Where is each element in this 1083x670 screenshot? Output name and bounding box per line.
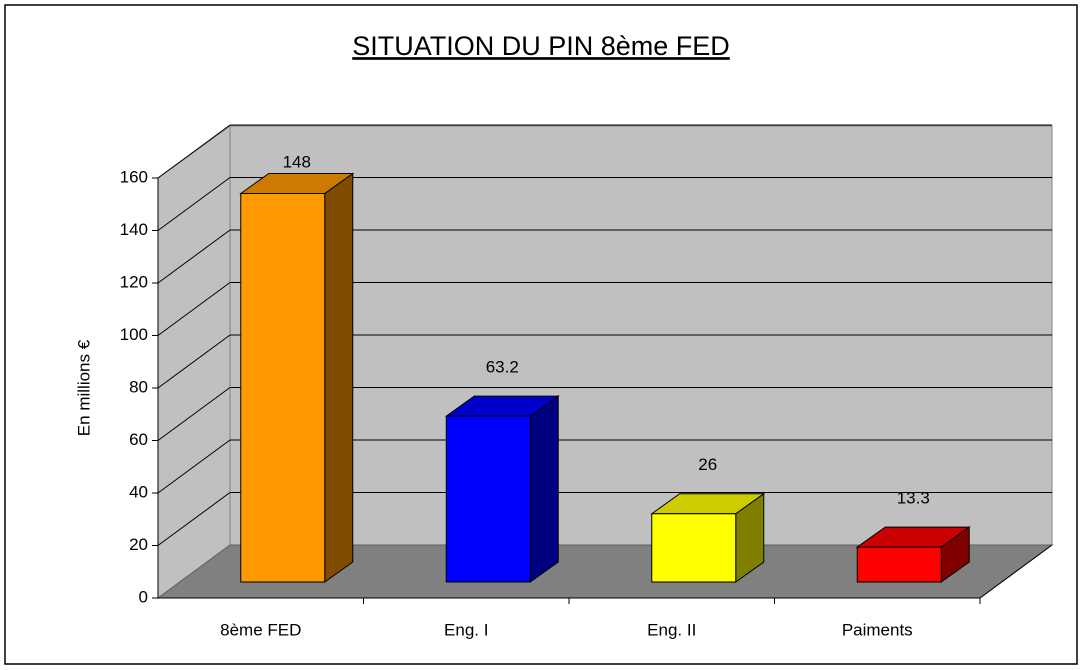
bar <box>651 513 737 583</box>
grid-line <box>157 282 231 336</box>
y-tick-label: 20 <box>129 535 148 554</box>
bar-side <box>529 395 559 583</box>
bar-side <box>324 172 354 583</box>
grid-line <box>157 229 231 284</box>
x-tick-label: 8ème FED <box>220 620 301 639</box>
chart-title: SITUATION DU PIN 8ème FED <box>352 31 730 61</box>
grid-line <box>157 439 231 494</box>
x-tick-label: Eng. I <box>444 620 488 639</box>
y-tick-label: 160 <box>120 167 148 186</box>
grid-line <box>157 177 231 231</box>
x-tick-label: Paiments <box>842 620 913 639</box>
y-axis-label: En millions € <box>74 339 93 436</box>
bar <box>240 193 326 583</box>
grid-line <box>157 387 231 441</box>
y-tick-label: 140 <box>120 220 148 239</box>
y-tick-label: 0 <box>139 587 148 606</box>
y-tick-label: 80 <box>129 377 148 396</box>
x-tick-label: Eng. II <box>647 620 696 639</box>
bar <box>856 546 942 583</box>
value-label: 26 <box>698 455 717 474</box>
grid-line <box>157 124 231 179</box>
y-tick-label: 60 <box>129 430 148 449</box>
grid-line <box>157 492 231 546</box>
y-tick-label: 40 <box>129 482 148 501</box>
y-tick-label: 100 <box>120 325 148 344</box>
value-label: 148 <box>283 152 311 171</box>
grid-line <box>157 334 231 389</box>
bar <box>445 415 531 583</box>
y-tick-label: 120 <box>120 272 148 291</box>
value-label: 63.2 <box>486 358 519 377</box>
floor-edge <box>979 544 1053 599</box>
value-label: 13.3 <box>897 489 930 508</box>
